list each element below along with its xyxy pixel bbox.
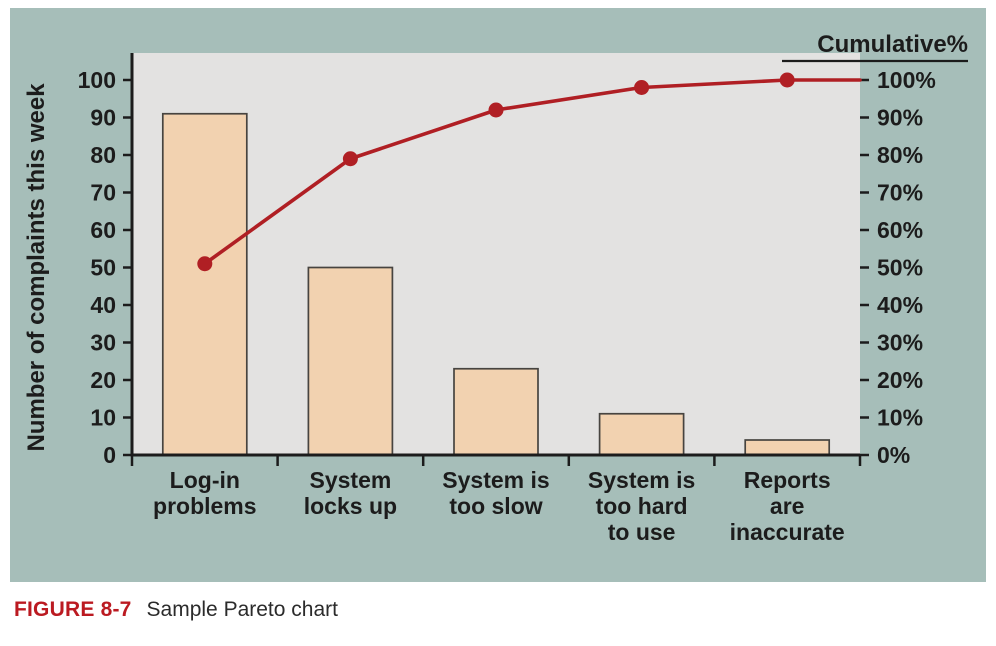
cumulative-marker-2	[488, 102, 504, 118]
right-tick-label: 10%	[877, 405, 923, 431]
cumulative-marker-0	[197, 256, 213, 272]
pareto-chart-panel: 0 10 20 30 40 50 60 70 80 90 100 0% 10% 20% 30% 40% 50% 6…	[10, 8, 986, 582]
cumulative-marker-1	[342, 151, 358, 167]
cumulative-marker-4	[779, 72, 795, 88]
cumulative-marker-3	[634, 80, 650, 95]
figure-caption: FIGURE 8-7 Sample Pareto chart	[14, 598, 338, 622]
left-axis-title: Number of complaints this week	[23, 83, 50, 452]
left-tick-label: 90	[90, 105, 116, 131]
left-tick-label: 50	[90, 255, 116, 281]
figure-caption-text: Sample Pareto chart	[146, 598, 338, 621]
right-tick-label: 50%	[877, 255, 923, 281]
pareto-chart: 0 10 20 30 40 50 60 70 80 90 100 0% 10% 20% 30% 40% 50% 6…	[23, 31, 968, 545]
bar-2	[453, 367, 539, 456]
left-tick-label: 0	[103, 442, 116, 468]
left-tick-label: 30	[90, 330, 116, 356]
right-tick-label: 30%	[877, 330, 923, 356]
left-tick-label: 80	[90, 142, 116, 168]
left-tick-label: 10	[90, 405, 116, 431]
category-label-3: System is too hard to use	[588, 467, 695, 545]
left-tick-label: 60	[90, 217, 116, 243]
right-tick-label: 80%	[877, 142, 923, 168]
right-tick-label: 60%	[877, 217, 923, 243]
right-tick-label: 20%	[877, 367, 923, 393]
right-axis-title: Cumulative%	[817, 31, 968, 58]
right-tick-label: 40%	[877, 292, 923, 318]
bar-4	[744, 439, 831, 456]
bar-1	[307, 266, 394, 456]
right-tick-label: 0%	[877, 442, 910, 468]
right-tick-label: 70%	[877, 180, 923, 206]
left-tick-label: 70	[90, 180, 116, 206]
cumulative-line	[203, 78, 862, 266]
bar-0	[161, 112, 248, 456]
category-label-2: System is too slow	[442, 467, 549, 519]
right-tick-label: 90%	[877, 105, 923, 131]
category-label-4: Reports are inaccurate	[730, 467, 845, 545]
category-label-0: Log-in problems	[153, 467, 257, 519]
figure-caption-label: FIGURE 8-7	[14, 598, 132, 621]
left-tick-label: 20	[90, 367, 116, 393]
right-tick-label: 100%	[877, 67, 936, 93]
category-label-1: System locks up	[304, 467, 397, 519]
left-tick-label: 40	[90, 292, 116, 318]
bar-3	[598, 412, 685, 456]
left-tick-label: 100	[78, 67, 116, 93]
